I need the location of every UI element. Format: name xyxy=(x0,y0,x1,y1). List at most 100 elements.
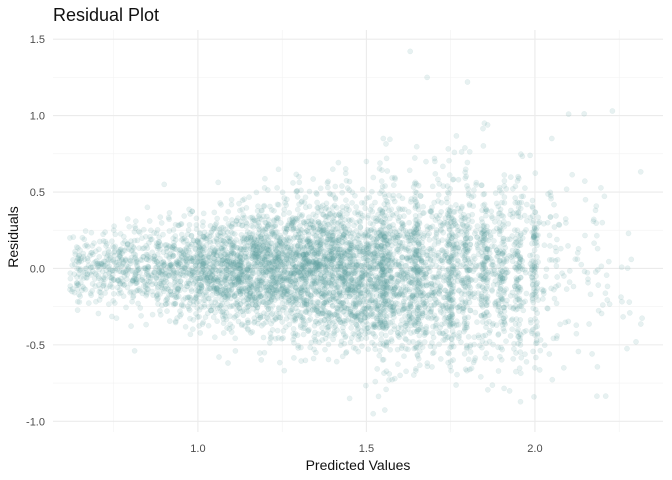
data-point xyxy=(348,335,355,341)
data-point xyxy=(429,281,436,288)
data-point xyxy=(370,174,377,181)
data-point xyxy=(192,262,199,269)
data-point xyxy=(533,281,540,287)
data-point xyxy=(177,278,184,284)
data-point xyxy=(591,240,597,247)
data-point xyxy=(301,302,308,309)
data-point xyxy=(259,264,266,271)
data-point xyxy=(326,310,333,317)
data-point xyxy=(369,330,376,337)
data-point xyxy=(353,204,360,210)
data-point xyxy=(232,335,239,342)
data-point xyxy=(359,212,366,219)
data-point xyxy=(315,308,321,314)
data-point xyxy=(359,273,366,280)
data-point xyxy=(232,276,239,282)
data-point xyxy=(128,323,134,329)
data-point xyxy=(393,230,400,236)
data-point xyxy=(123,304,129,311)
data-point xyxy=(537,347,544,354)
data-point xyxy=(618,264,625,271)
data-point xyxy=(249,230,256,237)
data-point xyxy=(240,212,247,218)
data-point xyxy=(387,329,394,336)
data-point xyxy=(397,321,404,328)
data-point xyxy=(366,298,373,304)
data-point xyxy=(253,189,260,196)
data-point xyxy=(337,319,344,326)
data-point xyxy=(541,342,548,349)
data-point xyxy=(266,340,273,346)
data-point xyxy=(200,254,207,261)
data-point xyxy=(332,248,339,255)
data-point xyxy=(522,185,528,191)
data-point xyxy=(193,226,200,232)
data-point xyxy=(111,223,117,230)
data-point xyxy=(603,272,610,279)
data-point xyxy=(403,269,410,275)
data-point xyxy=(350,344,357,351)
data-point xyxy=(387,136,393,143)
data-point xyxy=(275,201,282,208)
data-point xyxy=(455,176,462,183)
data-point xyxy=(293,225,299,232)
data-point xyxy=(289,217,296,224)
data-point xyxy=(345,222,352,229)
data-point xyxy=(203,242,210,249)
data-point xyxy=(554,333,560,339)
data-point xyxy=(237,253,244,260)
data-point xyxy=(507,174,514,180)
data-point xyxy=(474,319,480,325)
data-point xyxy=(435,198,441,204)
data-point xyxy=(208,307,215,314)
data-point xyxy=(416,313,422,320)
data-point xyxy=(224,235,231,242)
data-point xyxy=(587,291,594,298)
data-point xyxy=(542,273,549,280)
data-point xyxy=(247,263,254,270)
data-point xyxy=(116,252,123,259)
data-point xyxy=(270,294,276,300)
data-point xyxy=(461,232,467,238)
data-point xyxy=(231,279,238,286)
data-point xyxy=(554,236,560,243)
data-point xyxy=(367,234,373,240)
data-point xyxy=(262,265,269,271)
data-point xyxy=(352,300,359,307)
data-point xyxy=(437,226,444,233)
data-point xyxy=(176,250,183,257)
data-point xyxy=(143,242,150,249)
data-point xyxy=(187,331,194,338)
data-point xyxy=(128,255,135,261)
data-point xyxy=(392,291,398,298)
data-point xyxy=(289,251,296,258)
data-point xyxy=(519,153,526,160)
data-point xyxy=(158,220,165,226)
data-point xyxy=(75,266,82,272)
data-point xyxy=(337,292,344,299)
data-point xyxy=(336,237,343,243)
data-point xyxy=(401,206,408,213)
data-point xyxy=(165,214,172,221)
data-point xyxy=(160,276,166,282)
data-point xyxy=(348,325,355,331)
data-point xyxy=(581,178,588,184)
data-point xyxy=(354,322,361,329)
data-point xyxy=(307,267,314,274)
data-point xyxy=(207,286,214,292)
data-point xyxy=(317,310,323,317)
data-point xyxy=(325,257,332,264)
data-point xyxy=(294,250,300,256)
data-point xyxy=(345,305,352,312)
data-point xyxy=(351,269,357,276)
data-point xyxy=(520,307,527,314)
data-point xyxy=(310,299,316,306)
data-point xyxy=(390,182,397,188)
data-point xyxy=(563,186,570,193)
data-point xyxy=(260,261,266,268)
data-point xyxy=(251,315,258,322)
data-point xyxy=(121,281,128,288)
data-point xyxy=(625,230,632,237)
data-point xyxy=(440,163,446,170)
data-point xyxy=(352,312,359,319)
